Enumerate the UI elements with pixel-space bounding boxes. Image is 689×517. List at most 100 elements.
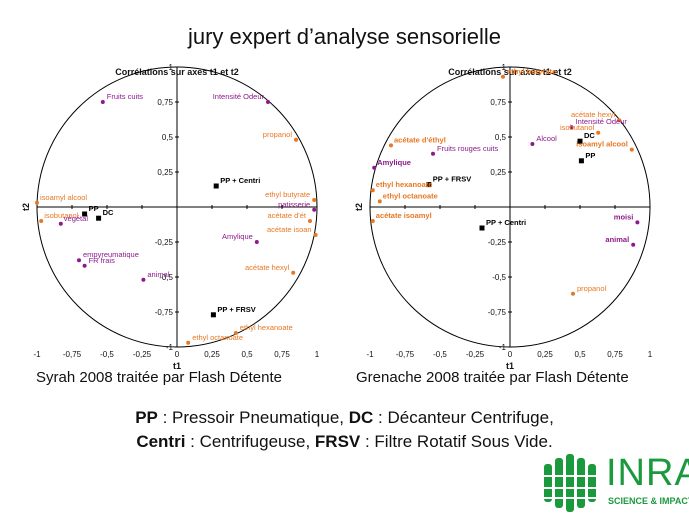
x-tick-label: -1 [366, 350, 374, 359]
data-point [426, 182, 432, 188]
data-point [372, 165, 377, 170]
data-point [82, 263, 87, 268]
data-point [186, 340, 191, 345]
data-point-label: moisi [614, 212, 634, 221]
data-point-label: acétate isoan [267, 225, 312, 234]
x-tick-label: 0 [508, 350, 513, 359]
data-point [596, 130, 601, 135]
data-point [530, 142, 535, 146]
legend-abbr-frsv: FRSV [314, 432, 361, 451]
data-point [291, 270, 296, 275]
data-point-label: propanol [263, 130, 293, 139]
data-point-label: empyreumatique [83, 250, 139, 259]
x-tick-label: -0,5 [433, 350, 447, 359]
x-axis-label: t1 [506, 361, 514, 371]
data-point [39, 219, 44, 223]
data-point [313, 233, 318, 237]
inra-leaf-icon [544, 454, 598, 512]
data-point [312, 198, 317, 202]
y-tick-label: 1 [502, 63, 507, 72]
data-point [617, 118, 622, 123]
legend-def-dc: : Décanteur Centrifuge, [373, 408, 554, 427]
data-point-label: PP + FRSV [433, 175, 471, 184]
data-point-label: PP [89, 204, 99, 213]
data-point-label: DC [103, 208, 114, 217]
data-point-label: PP + Centri [220, 176, 260, 185]
x-tick-label: 0,25 [204, 350, 220, 359]
y-tick-label: -0,5 [159, 273, 173, 282]
data-point-label: isoamyl alcool [576, 140, 628, 149]
data-point-label: acétate isoamyl [376, 211, 432, 220]
data-point-label: Amylique [377, 158, 411, 167]
data-point [389, 143, 393, 148]
data-point-label: Fruits rouges cuits [437, 144, 499, 153]
x-tick-label: 0,25 [537, 350, 553, 359]
data-point-label: animal [147, 270, 169, 279]
data-point-label: ethyl butyrate [507, 67, 556, 76]
data-point [210, 312, 216, 318]
data-point [96, 215, 102, 221]
x-tick-label: 0,75 [274, 350, 290, 359]
y-axis-label: t2 [354, 203, 364, 211]
caption-syrah: Syrah 2008 traitée par Flash Détente [36, 369, 282, 386]
data-point-label: ethyl butyrate [265, 190, 310, 199]
data-point-label: isobutanol [560, 123, 595, 132]
x-tick-label: 0,75 [607, 350, 623, 359]
y-tick-label: -0,5 [492, 273, 506, 282]
chart-syrah: Corrélations sur axes t1 et t2-1 -0,75 -0,… [21, 63, 320, 371]
data-point-label: acétate d'ét [267, 211, 306, 220]
y-tick-label: 1 [169, 63, 174, 72]
data-point-label: PP + FRSV [217, 305, 255, 314]
data-point-label: patisserie [278, 200, 310, 209]
data-point-label: PP + Centri [486, 218, 526, 227]
data-point [213, 183, 219, 189]
x-tick-label: -1 [33, 350, 41, 359]
legend-line-1: PP : Pressoir Pneumatique, DC : Décanteu… [0, 408, 689, 428]
data-point-label: acétate d'éthyl [394, 135, 446, 144]
legend-def-pp: : Pressoir Pneumatique, [157, 408, 349, 427]
data-point [294, 137, 298, 142]
data-point [377, 199, 382, 204]
data-point [571, 291, 575, 296]
legend-abbr-pp: PP [135, 408, 158, 427]
legend-line-2: Centri : Centrifugeuse, FRSV : Filtre Ro… [0, 432, 689, 452]
data-point [631, 242, 636, 247]
logo-text: INRA [606, 452, 689, 494]
data-point [501, 74, 505, 79]
data-point-label: Amylique [222, 232, 253, 241]
inra-logo: INRA SCIENCE & IMPACT [538, 448, 689, 517]
y-tick-label: 0,25 [157, 168, 173, 177]
legend-def-frsv: : Filtre Rotatif Sous Vide. [360, 432, 553, 451]
y-tick-label: 0,5 [162, 133, 174, 142]
data-point [569, 125, 574, 130]
x-tick-label: 0,5 [241, 350, 253, 359]
data-point-label: Fruits cuits [107, 92, 144, 101]
caption-grenache: Grenache 2008 traitée par Flash Détente [356, 369, 629, 386]
data-point-label: ethyl hexanoate [240, 323, 293, 332]
data-point [578, 158, 584, 164]
y-tick-label: 0,75 [490, 98, 506, 107]
data-point [308, 219, 312, 223]
legend-def-centri: : Centrifugeuse, [185, 432, 315, 451]
legend-abbr-dc: DC [348, 408, 374, 427]
data-point [370, 188, 375, 193]
data-point [431, 151, 435, 156]
data-point-label: propanol [577, 284, 607, 293]
data-point-label: Intensité Odeur [213, 92, 265, 101]
y-tick-label: -1 [499, 343, 507, 352]
x-tick-label: -0,75 [63, 350, 82, 359]
data-point [141, 277, 146, 282]
x-axis-label: t1 [173, 361, 181, 371]
x-tick-label: -0,25 [466, 350, 485, 359]
data-point-label: ethyl octanoate [192, 333, 243, 342]
data-point-label: acétate hexyl [571, 110, 616, 119]
y-axis-label: t2 [21, 203, 31, 211]
legend-abbr-centri: Centri [136, 432, 186, 451]
data-point [254, 240, 259, 244]
data-point [35, 200, 39, 205]
data-point [266, 100, 270, 104]
data-point-label: Intensité Odeur [576, 117, 628, 126]
data-point [629, 147, 634, 152]
data-point [82, 211, 88, 217]
